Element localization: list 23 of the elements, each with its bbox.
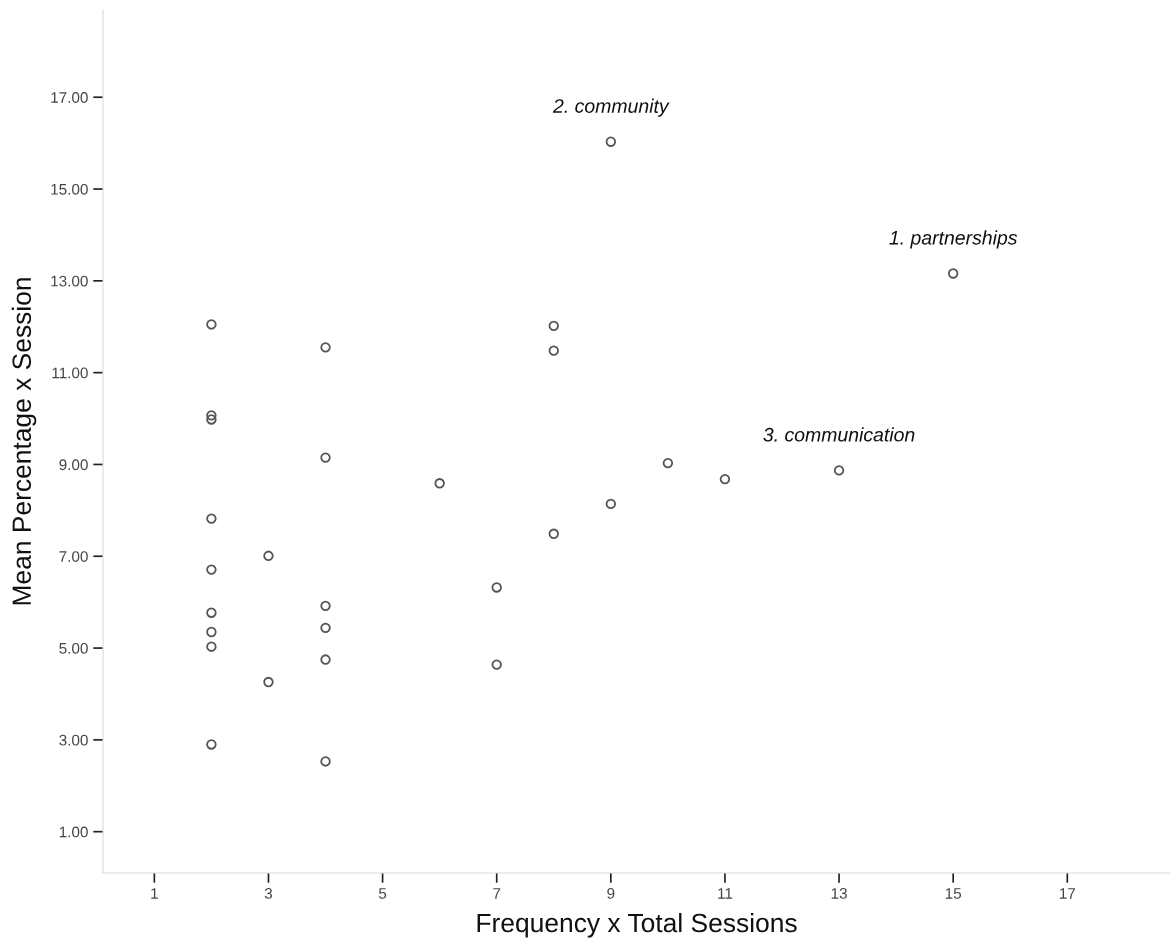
- y-tick-label: 13.00: [51, 275, 88, 287]
- x-tick-label: 3: [264, 887, 273, 899]
- y-tick-label: 9.00: [59, 459, 88, 471]
- x-tick-label: 15: [945, 888, 962, 899]
- x-axis-title: Frequency x Total Sessions: [477, 912, 797, 938]
- x-tick-label: 17: [1059, 888, 1076, 899]
- x-tick-label: 11: [718, 888, 733, 899]
- y-tick-label: 3.00: [59, 734, 88, 746]
- y-tick-label: 17.00: [51, 92, 88, 103]
- y-tick-label: 7.00: [59, 551, 88, 562]
- y-tick-label: 11.00: [52, 367, 88, 379]
- x-tick-label: 5: [378, 888, 387, 899]
- annotation: 1. partnerships: [889, 230, 1018, 249]
- x-tick-label: 13: [831, 887, 847, 899]
- annotation: 3. communication: [763, 427, 915, 442]
- x-tick-label: 1: [151, 888, 158, 899]
- y-axis-title: Mean Percentage x Session: [11, 278, 37, 605]
- annotation: 2. community: [552, 98, 670, 117]
- x-tick-label: 7: [493, 888, 501, 899]
- y-tick-label: 1.00: [59, 826, 88, 838]
- y-tick-label: 15.00: [51, 183, 88, 195]
- x-tick-label: 9: [607, 887, 615, 899]
- y-tick-label: 5.00: [59, 642, 88, 654]
